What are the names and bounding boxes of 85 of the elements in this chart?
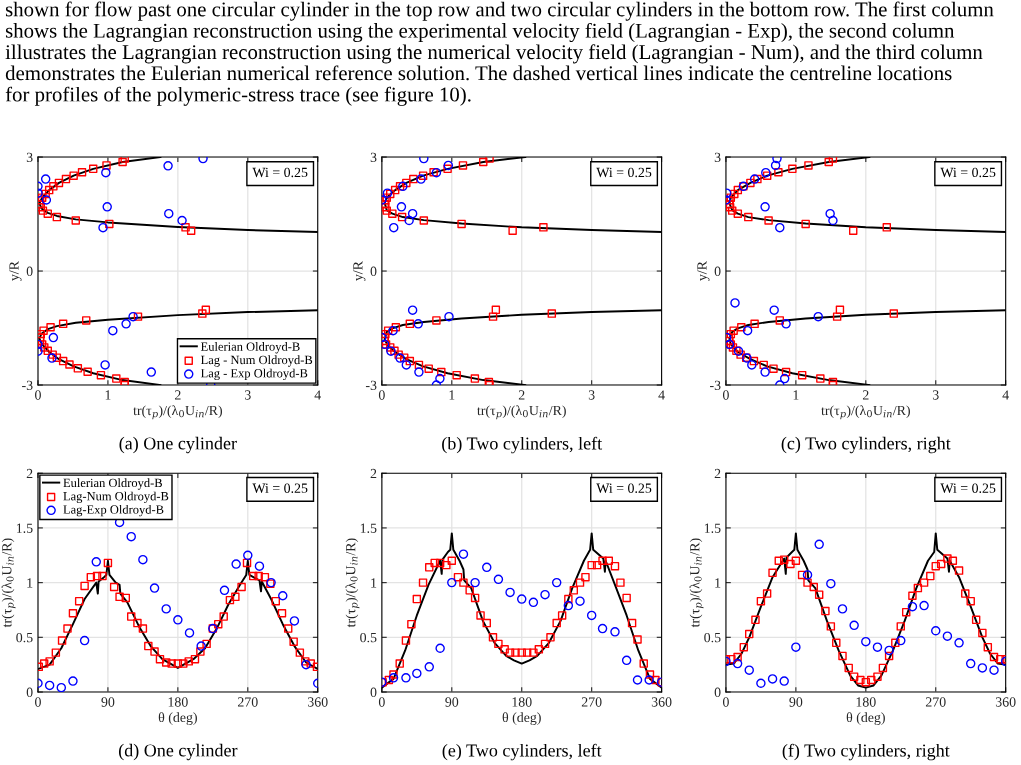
- y-tick-label: 1.5: [360, 523, 377, 533]
- y-tick-label: 2: [714, 468, 721, 479]
- x-tick-label: 2: [862, 390, 869, 400]
- y-tick-label: 0: [714, 687, 721, 697]
- x-tick-label: 1: [105, 390, 111, 400]
- x-tick-label: 0: [35, 390, 41, 400]
- x-axis-title: tr(τ$_{p}$)/(λ$_{0}$U$_{in}$/R): [477, 405, 566, 420]
- legend-label: Lag-Num Oldroyd-B: [63, 491, 169, 503]
- x-tick-label: 360: [307, 697, 328, 707]
- x-tick-label: 1: [793, 390, 799, 400]
- y-tick-label: 0.5: [704, 632, 721, 643]
- x-tick-label: 360: [995, 697, 1016, 707]
- x-tick-label: 2: [518, 390, 525, 400]
- x-axis-title: θ (deg): [502, 712, 541, 725]
- y-tick-label: 0.5: [360, 632, 377, 643]
- x-tick-label: 270: [237, 697, 258, 707]
- x-tick-label: 0: [378, 697, 385, 707]
- text: (a) One cylinder: [119, 436, 237, 454]
- annotation: Wi = 0.25: [940, 483, 996, 493]
- text: (b) Two cylinders, left: [442, 436, 603, 454]
- x-tick-label: 4: [314, 390, 321, 400]
- legend-label: Lag-Exp Oldroyd-B: [63, 504, 164, 517]
- x-tick-label: 180: [856, 697, 876, 707]
- y-axis-title: y/R: [697, 261, 710, 281]
- x-axis-title: tr(τ$_{p}$)/(λ$_{0}$U$_{in}$/R): [821, 405, 910, 420]
- x-tick-label: 3: [588, 390, 595, 400]
- y-tick-label: 1: [371, 578, 377, 588]
- y-tick-label: 0: [370, 266, 377, 276]
- x-tick-label: 0: [378, 390, 385, 400]
- x-tick-label: 90: [445, 697, 459, 707]
- x-tick-label: 90: [101, 697, 115, 707]
- text: (f) Two cylinders, right: [782, 743, 950, 761]
- y-axis-title: y/R: [9, 261, 22, 281]
- x-tick-label: 4: [658, 390, 665, 400]
- legend-label: Lag - Exp Oldroyd-B: [200, 368, 308, 381]
- x-tick-label: 3: [244, 390, 251, 400]
- y-tick-label: -3: [710, 380, 721, 390]
- legend-label: Eulerian Oldroyd-B: [200, 342, 300, 354]
- y-tick-label: 3: [26, 152, 33, 163]
- y-tick-label: 0: [714, 266, 721, 276]
- x-tick-label: 1: [449, 390, 455, 400]
- y-axis-title: tr(τ$_{p}$)/(λ$_{0}$U$_{in}$/R): [1, 538, 16, 628]
- y-tick-label: 1: [27, 578, 33, 588]
- y-tick-label: 0: [26, 266, 33, 276]
- text: (c) Two cylinders, right: [781, 436, 951, 454]
- y-tick-label: 2: [370, 468, 377, 479]
- x-tick-label: 0: [722, 697, 729, 707]
- y-tick-label: 3: [714, 152, 721, 163]
- y-tick-label: 2: [26, 468, 33, 479]
- y-tick-label: 1: [715, 578, 721, 588]
- y-tick-label: 0: [26, 687, 33, 697]
- annotation: Wi = 0.25: [940, 167, 996, 178]
- text: (e) Two cylinders, left: [442, 743, 602, 761]
- x-tick-label: 0: [722, 390, 729, 400]
- x-tick-label: 4: [1002, 390, 1009, 400]
- x-axis-title: tr(τ$_{p}$)/(λ$_{0}$U$_{in}$/R): [133, 405, 223, 420]
- x-tick-label: 360: [651, 697, 672, 707]
- y-tick-label: 3: [370, 152, 377, 163]
- legend-label: Lag - Num Oldroyd-B: [200, 355, 313, 367]
- x-axis-title: θ (deg): [846, 712, 885, 725]
- x-tick-label: 270: [925, 697, 946, 707]
- text: (d) One cylinder: [118, 743, 238, 761]
- y-tick-label: 1.5: [16, 523, 33, 533]
- annotation: Wi = 0.25: [252, 483, 308, 493]
- y-axis-title: tr(τ$_{p}$)/(λ$_{0}$U$_{in}$/R): [689, 538, 704, 628]
- x-tick-label: 0: [35, 697, 41, 707]
- y-tick-label: 0.5: [16, 632, 33, 643]
- y-axis-title: y/R: [353, 261, 366, 281]
- x-tick-label: 90: [789, 697, 803, 707]
- annotation: Wi = 0.25: [252, 167, 308, 178]
- x-tick-label: 180: [512, 697, 532, 707]
- y-tick-label: 0: [370, 687, 377, 697]
- annotation: Wi = 0.25: [596, 483, 652, 493]
- x-tick-label: 180: [168, 697, 188, 707]
- legend-label: Eulerian Oldroyd-B: [63, 478, 162, 490]
- y-axis-title: tr(τ$_{p}$)/(λ$_{0}$U$_{in}$/R): [345, 538, 360, 628]
- x-tick-label: 3: [932, 390, 939, 400]
- x-axis-title: θ (deg): [158, 712, 197, 725]
- text: shown for flow past one circular cylinder in the top row and two circular cylinders in the bottom row. The first column shows the Lagrangian reconstruction using the experimental velocity field (Lagrangian - Exp), the second column illustrates the Lagrangian reconstruction using the numerical velocity field (Lagrangian - Num), and the third column demonstrates the Eulerian numerical reference solution. The dashed vertical lines indicate the centreline locations for profiles of the polymeric-stress trace (see figure 10).: [5, 1, 994, 106]
- y-tick-label: -3: [22, 380, 33, 390]
- y-tick-label: -3: [365, 380, 377, 390]
- x-tick-label: 2: [175, 390, 181, 400]
- x-tick-label: 270: [581, 697, 602, 707]
- y-tick-label: 1.5: [704, 523, 721, 533]
- annotation: Wi = 0.25: [596, 167, 652, 178]
